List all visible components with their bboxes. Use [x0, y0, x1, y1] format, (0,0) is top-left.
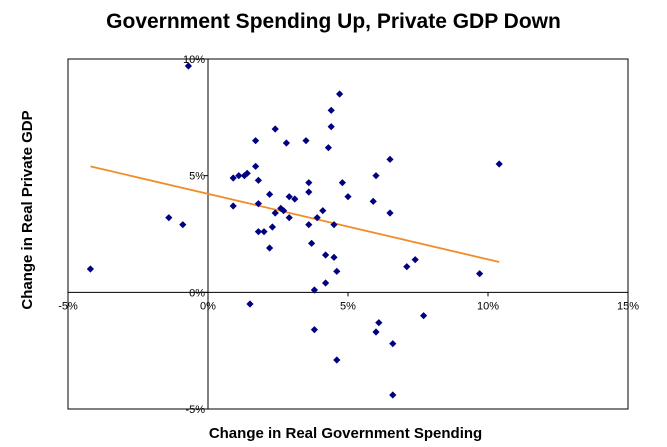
- data-point: [271, 209, 279, 217]
- data-point: [246, 300, 254, 308]
- data-point: [327, 106, 335, 114]
- data-point: [235, 172, 243, 180]
- data-point: [495, 160, 503, 168]
- data-point: [386, 155, 394, 163]
- y-axis-title: Change in Real Private GDP: [19, 110, 36, 310]
- plot-frame: [67, 58, 629, 410]
- data-point: [305, 179, 313, 187]
- data-point: [277, 204, 285, 212]
- data-point: [254, 228, 262, 236]
- data-point: [322, 279, 330, 287]
- data-point: [308, 239, 316, 247]
- data-point: [319, 207, 327, 215]
- data-point: [476, 270, 484, 278]
- data-point: [282, 139, 290, 147]
- data-point: [333, 356, 341, 364]
- data-point: [229, 202, 237, 210]
- data-point: [285, 214, 293, 222]
- data-point: [305, 221, 313, 229]
- data-point: [330, 221, 338, 229]
- data-point: [165, 214, 173, 222]
- data-point: [252, 137, 260, 145]
- y-tick-label: -5%: [185, 404, 205, 416]
- data-point: [389, 340, 397, 348]
- data-point: [333, 267, 341, 275]
- data-point: [268, 223, 276, 231]
- data-point: [375, 319, 383, 327]
- data-point: [285, 193, 293, 201]
- data-point: [403, 263, 411, 271]
- data-point: [252, 162, 260, 170]
- data-point: [336, 90, 344, 98]
- data-point: [344, 193, 352, 201]
- data-point: [411, 256, 419, 264]
- data-point: [305, 188, 313, 196]
- data-point: [372, 328, 380, 336]
- data-point: [389, 391, 397, 399]
- y-tick-label: 5%: [189, 171, 205, 183]
- data-point: [254, 200, 262, 208]
- data-point: [330, 253, 338, 261]
- data-point: [86, 265, 94, 273]
- data-point: [386, 209, 394, 217]
- data-point: [310, 326, 318, 334]
- data-point: [324, 144, 332, 152]
- x-tick-label: 5%: [340, 300, 356, 312]
- x-tick-label: 10%: [477, 300, 499, 312]
- data-point: [184, 62, 192, 70]
- data-point: [229, 174, 237, 182]
- data-point: [338, 179, 346, 187]
- data-point: [302, 137, 310, 145]
- data-point: [280, 207, 288, 215]
- data-point: [179, 221, 187, 229]
- data-point: [313, 214, 321, 222]
- y-tick-label: 0%: [189, 287, 205, 299]
- y-tick-label: 10%: [183, 54, 205, 66]
- trend-line: [90, 165, 500, 263]
- data-point: [369, 197, 377, 205]
- chart-title: Government Spending Up, Private GDP Down: [106, 10, 561, 33]
- x-tick-label: -5%: [58, 300, 78, 312]
- x-axis-title: Change in Real Government Spending: [208, 425, 483, 442]
- data-point: [266, 190, 274, 198]
- data-point: [271, 125, 279, 133]
- data-point: [322, 251, 330, 259]
- x-tick-label: 15%: [617, 300, 639, 312]
- data-point: [260, 228, 268, 236]
- x-tick-label: 0%: [200, 300, 216, 312]
- data-point: [310, 286, 318, 294]
- data-point: [420, 312, 428, 320]
- data-point: [254, 176, 262, 184]
- data-point: [291, 195, 299, 203]
- data-point: [327, 123, 335, 131]
- data-point: [266, 244, 274, 252]
- data-point: [243, 169, 251, 177]
- data-point: [372, 172, 380, 180]
